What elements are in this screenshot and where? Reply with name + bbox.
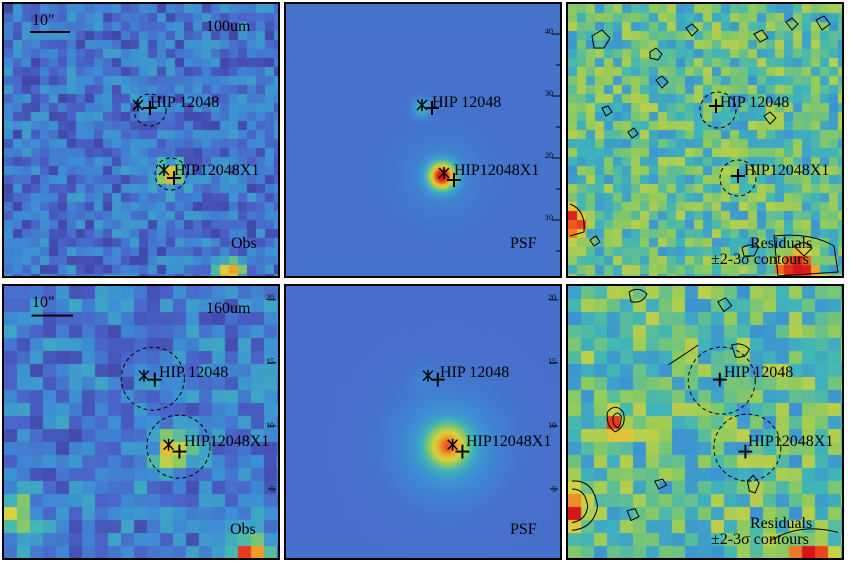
tick-label: 20 <box>548 293 556 302</box>
psf-100um-panel: 40 30 20 10 HIP 12048 HIP12048X1 PSF <box>284 2 562 278</box>
tick-label: 30 <box>545 89 553 98</box>
marker-cross-1 <box>712 372 727 387</box>
obs-160um-panel: 20 15 10 5 10" 160um HIP 12048 HIP12048X… <box>2 284 280 560</box>
source-label-2: HIP12048X1 <box>174 162 260 179</box>
marker-star-2 <box>158 164 170 176</box>
residual-contours <box>571 288 839 541</box>
axis-ticks-right <box>268 299 277 490</box>
panel-label-psf: PSF <box>510 235 537 252</box>
source-aperture-2 <box>719 159 757 197</box>
tick-label: 20 <box>545 151 553 160</box>
tick-label: 10 <box>545 213 553 222</box>
obs-160um-overlay <box>31 299 277 490</box>
residuals-100um-image <box>568 4 842 276</box>
marker-star-1 <box>132 99 144 111</box>
residuals-160um-image <box>568 286 842 558</box>
source-label-2: HIP12048X1 <box>744 162 830 179</box>
obs-100um-image <box>4 4 278 276</box>
residuals-label: Residuals <box>750 515 813 532</box>
tick-label: 5 <box>270 485 274 494</box>
marker-cross-1 <box>425 101 439 115</box>
source-label-1: HIP 12048 <box>150 94 220 111</box>
source-aperture-1 <box>687 346 756 415</box>
marker-cross-2 <box>455 444 470 459</box>
marker-star-2 <box>447 438 459 451</box>
marker-cross-2 <box>731 169 745 183</box>
source-label-2: HIP12048X1 <box>454 162 540 179</box>
source-aperture-1 <box>699 91 737 129</box>
tick-label: 10 <box>548 421 556 430</box>
band-label: 160um <box>206 300 251 317</box>
source-label-1: HIP 12048 <box>159 364 229 381</box>
source-aperture-1 <box>120 346 185 411</box>
band-label: 100um <box>206 18 251 35</box>
psf-100um-overlay <box>416 33 560 252</box>
scale-label: 10" <box>32 294 55 311</box>
tick-label: 15 <box>548 357 556 366</box>
tick-label: 10 <box>266 421 274 430</box>
psf-160um-panel: 20 15 10 5 HIP 12048 HIP12048X1 PSF <box>284 284 562 560</box>
panel-label-obs: Obs <box>230 521 256 538</box>
source-label-2: HIP12048X1 <box>184 433 270 450</box>
marker-cross-2 <box>738 444 753 459</box>
obs-100um-panel: 10" 100um HIP 12048 HIP12048X1 Obs <box>2 2 280 278</box>
tick-label: 15 <box>266 357 274 366</box>
source-label-1: HIP 12048 <box>432 94 502 111</box>
psf-100um-image <box>286 4 560 276</box>
panel-label-obs: Obs <box>231 235 257 252</box>
marker-cross-1 <box>709 99 723 113</box>
marker-cross-1 <box>143 101 157 115</box>
contours-label: ±2-3σ contours <box>711 251 809 268</box>
source-label-2: HIP12048X1 <box>748 433 834 450</box>
scale-label: 10" <box>32 12 55 29</box>
residuals-100um-panel: HIP 12048 HIP12048X1 Residuals ±2-3σ con… <box>566 2 844 278</box>
source-label-1: HIP 12048 <box>720 94 790 111</box>
residuals-160um-panel: HIP 12048 HIP12048X1 Residuals ±2-3σ con… <box>566 284 844 560</box>
psf-160um-overlay <box>422 299 559 490</box>
source-label-1: HIP 12048 <box>724 364 794 381</box>
source-label-1: HIP 12048 <box>440 364 510 381</box>
marker-star-1 <box>416 99 428 111</box>
psf-160um-image <box>286 286 560 558</box>
residuals-100um-overlay <box>569 15 839 276</box>
residuals-160um-overlay <box>571 288 839 541</box>
residual-contours <box>569 15 839 276</box>
contours-label: ±2-3σ contours <box>711 531 809 548</box>
obs-100um-overlay <box>30 31 188 191</box>
tick-label: 20 <box>266 293 274 302</box>
source-aperture-2 <box>713 413 782 482</box>
marker-cross-2 <box>447 173 461 187</box>
residuals-label: Residuals <box>750 235 813 252</box>
axis-ticks-right <box>552 33 560 252</box>
marker-star-2 <box>438 167 450 179</box>
marker-cross-2 <box>167 171 181 185</box>
marker-cross-1 <box>147 372 162 387</box>
panel-label-psf: PSF <box>510 521 537 538</box>
tick-label: 5 <box>552 485 556 494</box>
marker-cross-1 <box>430 372 445 387</box>
source-label-2: HIP12048X1 <box>466 433 552 450</box>
tick-label: 40 <box>545 27 553 36</box>
axis-ticks-right <box>550 299 559 490</box>
marker-star-2 <box>163 438 175 451</box>
obs-160um-image <box>4 286 278 558</box>
source-aperture-2 <box>154 157 188 191</box>
marker-star-1 <box>138 369 150 382</box>
source-aperture-2 <box>146 414 211 479</box>
marker-cross-2 <box>172 444 187 459</box>
